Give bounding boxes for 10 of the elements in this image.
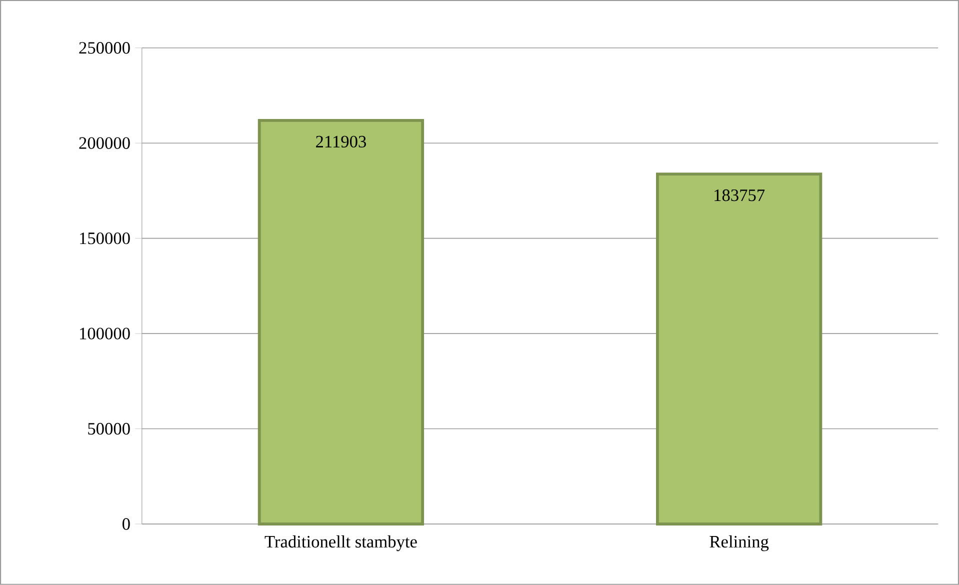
x-tick-label: Relining <box>710 535 769 552</box>
y-tick-label: 0 <box>122 518 130 530</box>
y-tick-label: 100000 <box>80 328 130 340</box>
y-tick-label: 250000 <box>79 42 130 54</box>
y-tick-label: 50000 <box>88 422 130 435</box>
y-tick-label: 200000 <box>79 137 130 149</box>
x-tick-label: Traditionellt stambyte <box>264 535 417 552</box>
data-label: 211903 <box>316 136 366 148</box>
y-tick-label: 150000 <box>80 232 130 244</box>
data-label: 183757 <box>714 189 765 202</box>
